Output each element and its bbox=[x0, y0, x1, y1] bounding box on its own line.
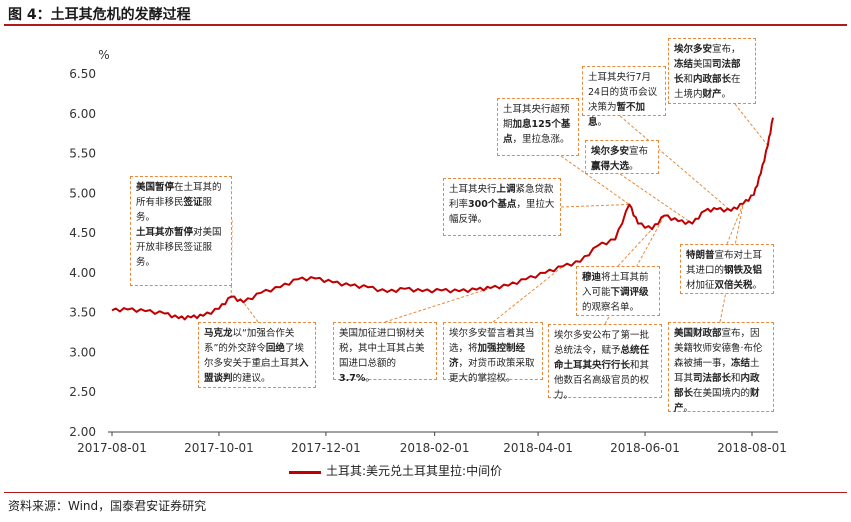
y-tick-label: 5.50 bbox=[69, 147, 96, 161]
leader-line bbox=[619, 173, 693, 224]
annotation-macron: 马克龙以“加强合作关系”的外交辞令回绝了埃尔多安关于重启土耳其入盟谈判的建议。 bbox=[198, 322, 316, 388]
y-tick-label: 2.00 bbox=[69, 425, 96, 439]
annotation-erdogan-freeze: 埃尔多安宣布，冻结美国司法部长和内政部长在土境内财产。 bbox=[668, 38, 756, 104]
y-tick-label: 2.50 bbox=[69, 385, 96, 399]
legend-swatch bbox=[289, 471, 321, 474]
y-tick-label: 5.00 bbox=[69, 186, 96, 200]
bottom-rule bbox=[4, 492, 847, 493]
y-tick-label: 3.00 bbox=[69, 345, 96, 359]
legend-label: 土耳其:美元兑土耳其里拉:中间价 bbox=[326, 464, 503, 478]
y-tick-label: 4.50 bbox=[69, 226, 96, 240]
leader-line bbox=[734, 103, 769, 146]
title-rule bbox=[4, 24, 847, 26]
leader-line bbox=[617, 228, 653, 267]
leader-line bbox=[619, 115, 732, 212]
leader-line bbox=[560, 155, 630, 205]
leader-line bbox=[492, 266, 563, 323]
figure-title: 图 4：土耳其危机的发酵过程 bbox=[8, 7, 191, 23]
annotation-presidential-decree: 埃尔多安公布了第一批总统法令，赋予总统任命土耳其央行行长和其他数百名高级官员的权… bbox=[548, 324, 662, 401]
leader-line bbox=[384, 287, 491, 323]
y-tick-label: 6.00 bbox=[69, 107, 96, 121]
leader-line bbox=[560, 203, 630, 208]
chart-axes: 2.00 2.50 3.00 3.50 4.00 4.50 5.00 5.50 6.00 6.50… bbox=[69, 48, 787, 455]
annotation-steel-tariff: 美国加征进口钢材关税，其中土耳其占美国进口总额的3.7%。 bbox=[333, 322, 437, 384]
y-axis-unit: % bbox=[98, 48, 109, 62]
annotation-double-tariff: 特朗普宣布对土耳其进口的钢铁及铝材加征双倍关税。 bbox=[680, 244, 774, 294]
annotation-treasury-sanction: 美国财政部宣布，因美籍牧师安德鲁·布伦森被捕一事，冻结土耳其司法部长和内政部长在… bbox=[668, 322, 774, 414]
leader-line bbox=[243, 302, 259, 323]
annotation-visa-suspension: 美国暂停在土耳其的所有非移民签证服务。 土耳其亦暂停对美国开放非移民签证服务。 bbox=[130, 176, 232, 286]
source-note: 资料来源：Wind，国泰君安证券研究 bbox=[8, 499, 207, 513]
x-tick-label: 2018-06-01 bbox=[610, 441, 680, 455]
series-line bbox=[111, 117, 774, 321]
annotation-rate-hike-300: 土耳其央行上调紧急贷款利率300个基点，里拉大幅反弹。 bbox=[443, 178, 561, 236]
x-tick-label: 2017-08-01 bbox=[77, 441, 147, 455]
x-tick-label: 2018-02-01 bbox=[400, 441, 470, 455]
x-tick-label: 2017-12-01 bbox=[291, 441, 361, 455]
annotation-rate-hike-125: 土耳其央行超预期加息125个基点，里拉急涨。 bbox=[497, 98, 579, 156]
y-tick-label: 3.50 bbox=[69, 306, 96, 320]
annotation-no-hike: 土耳其央行7月24日的货币会议决策为暂不加息。 bbox=[582, 66, 666, 128]
x-tick-label: 2018-04-01 bbox=[503, 441, 573, 455]
y-tick-label: 4.00 bbox=[69, 266, 96, 280]
annotation-election-win: 埃尔多安宣布赢得大选。 bbox=[585, 140, 659, 174]
annotation-erdogan-control: 埃尔多安誓言着其当选，将加强控制经济，对货币政策采取更大的掌控权。 bbox=[443, 322, 543, 384]
annotation-moodys: 穆迪将土耳其前入可能下调评级的观察名单。 bbox=[576, 266, 660, 316]
x-tick-label: 2018-08-01 bbox=[717, 441, 787, 455]
x-tick-label: 2017-10-01 bbox=[184, 441, 254, 455]
leader-line bbox=[726, 203, 744, 245]
y-tick-label: 6.50 bbox=[69, 67, 96, 81]
